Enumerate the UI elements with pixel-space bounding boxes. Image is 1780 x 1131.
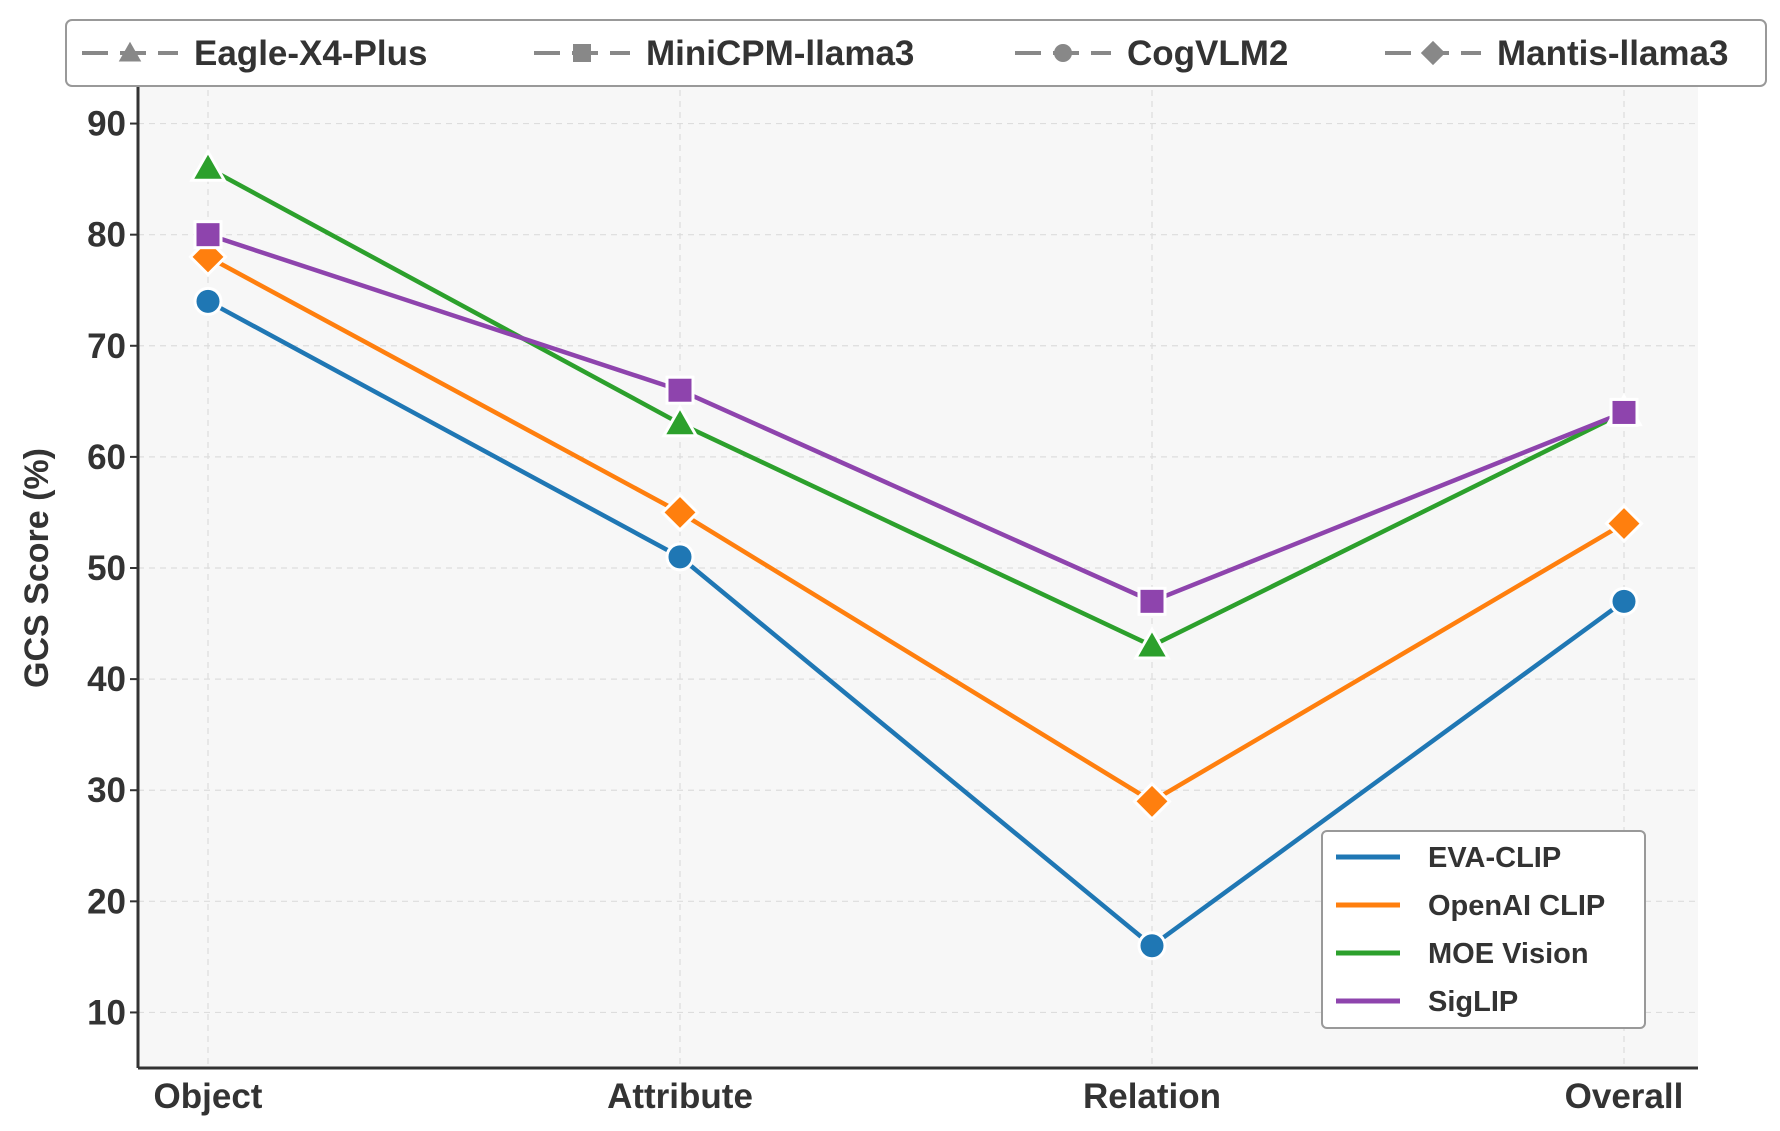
data-point [665, 542, 695, 572]
data-point [661, 404, 699, 438]
y-tick-label: 80 [87, 216, 126, 255]
data-point [665, 375, 695, 405]
y-tick-label: 90 [87, 105, 126, 144]
y-tick-label: 40 [87, 660, 126, 699]
series-line-moe-vision [206, 166, 1625, 649]
data-point [193, 220, 223, 250]
y-tick-label: 20 [87, 882, 126, 921]
marker-legend: Eagle-X4-Plus MiniCPM-llama3 CogVLM2 Mantis… [65, 19, 1767, 87]
x-tick-label: Attribute [607, 1077, 753, 1116]
y-axis-title: GCS Score (%) [18, 448, 56, 688]
legend-marker-diamond [1420, 40, 1446, 66]
legend-entry-label: CogVLM2 [1127, 34, 1288, 73]
data-point [1137, 586, 1167, 616]
legend-marker-circle [1054, 44, 1072, 62]
y-tick-label: 60 [87, 438, 126, 477]
y-tick-label: 10 [87, 993, 126, 1032]
data-point [1132, 781, 1172, 822]
data-point [189, 148, 227, 182]
legend-series-label: OpenAI CLIP [1428, 890, 1605, 922]
legend-marker-square [573, 44, 591, 62]
x-tick-label: Relation [1083, 1077, 1221, 1116]
series-line-siglip [207, 232, 1625, 604]
legend-marker-triangle [118, 41, 142, 62]
x-tick-label: Overall [1565, 1077, 1684, 1116]
series-legend: EVA-CLIP OpenAI CLIP MOE Vision SigLIP [1321, 830, 1646, 1029]
legend-entry-label: MiniCPM-llama3 [646, 34, 914, 73]
data-point [1609, 586, 1639, 616]
y-tick-label: 30 [87, 771, 126, 810]
x-tick-label: Object [154, 1077, 263, 1116]
data-point [1609, 397, 1639, 427]
x-tick-labels: Object Attribute Relation Overall [154, 1077, 1684, 1116]
series-lines [206, 166, 1626, 949]
legend-entry-label: Eagle-X4-Plus [194, 34, 427, 73]
legend-series-label: SigLIP [1428, 986, 1518, 1018]
data-point [1133, 626, 1171, 660]
legend-series-label: EVA-CLIP [1428, 842, 1561, 874]
data-point [193, 286, 223, 316]
y-tick-labels: 10 20 30 40 50 60 70 80 90 [87, 105, 138, 1032]
series-markers [188, 148, 1644, 961]
series-line-eva-clip [206, 299, 1626, 949]
data-point [660, 492, 700, 533]
series-line-openai-clip [206, 254, 1626, 804]
y-tick-label: 70 [87, 327, 126, 366]
data-point [1137, 931, 1167, 961]
legend-series-label: MOE Vision [1428, 938, 1589, 970]
y-tick-label: 50 [87, 549, 126, 588]
legend-entry-label: Mantis-llama3 [1497, 34, 1728, 73]
data-point [1604, 503, 1644, 544]
